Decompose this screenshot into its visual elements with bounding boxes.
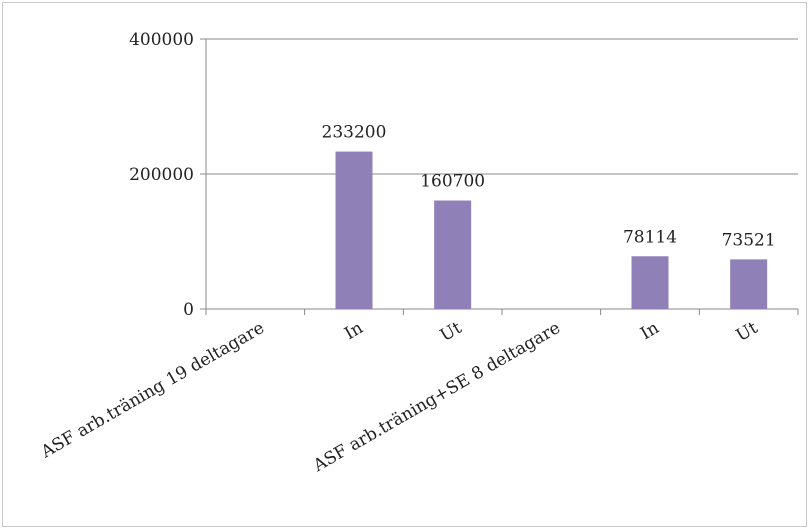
data-label: 233200 xyxy=(322,123,387,143)
bar xyxy=(434,200,472,309)
data-label: 73521 xyxy=(722,230,776,250)
data-label: 78114 xyxy=(623,227,677,247)
gridlines xyxy=(206,38,798,175)
category-label: In xyxy=(341,318,366,344)
category-label: ASF arb.träning+SE 8 deltagare xyxy=(309,318,564,477)
y-axis-ticks: 0 200000 400000 xyxy=(129,30,206,320)
y-tick-label: 400000 xyxy=(129,30,194,50)
bars xyxy=(335,151,768,309)
bar xyxy=(730,259,768,309)
bar-chart: 0 200000 400000 233200 160700 78114 73521 ASF… xyxy=(37,30,799,477)
y-tick-label: 200000 xyxy=(129,165,194,185)
axes xyxy=(205,39,799,315)
category-label: Ut xyxy=(733,318,761,346)
category-label: Ut xyxy=(437,318,465,346)
data-labels: 233200 160700 78114 73521 xyxy=(322,123,776,251)
y-tick-label: 0 xyxy=(183,300,194,320)
category-label: In xyxy=(637,318,662,344)
bar xyxy=(335,151,373,309)
category-label: ASF arb.träning 19 deltagare xyxy=(37,318,268,463)
data-label: 160700 xyxy=(420,172,485,192)
bar xyxy=(631,256,669,309)
